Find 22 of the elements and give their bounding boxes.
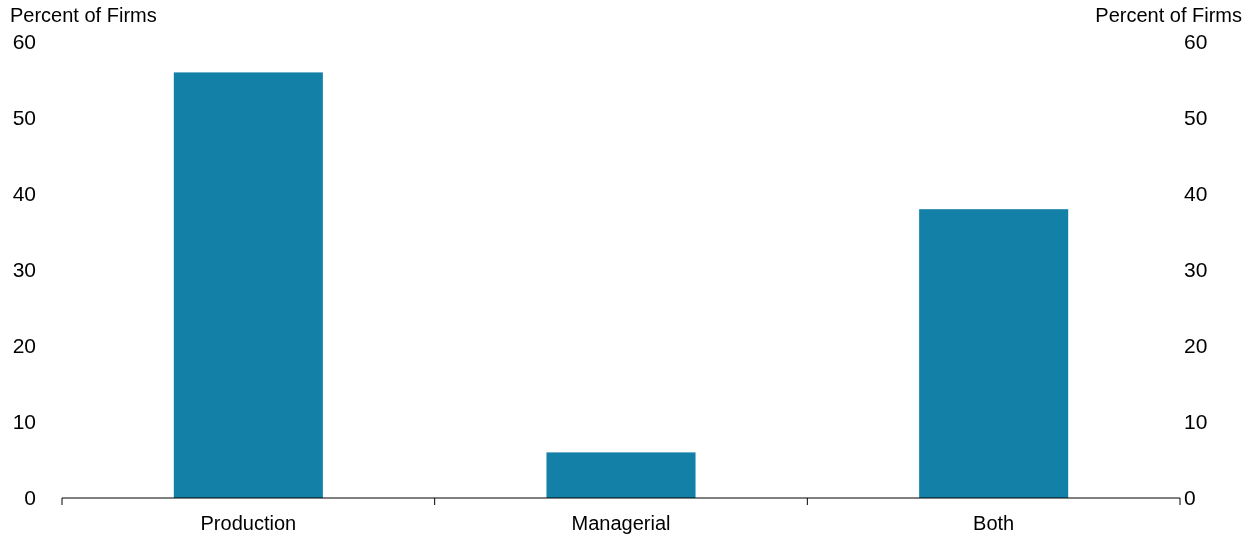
y2-tick-label: 50 — [1184, 106, 1208, 130]
y-axis-title: Percent of Firms — [10, 4, 157, 26]
y-tick-label: 40 — [12, 182, 36, 206]
y2-axis-title: Percent of Firms — [1095, 4, 1242, 26]
y-tick-label: 50 — [12, 106, 36, 130]
bar — [173, 72, 323, 498]
y-tick-label: 20 — [12, 334, 36, 358]
y2-tick-label: 60 — [1184, 30, 1208, 54]
x-tick-label: Managerial — [571, 512, 671, 534]
x-tick-label: Both — [973, 512, 1015, 534]
y-tick-label: 0 — [24, 486, 36, 510]
y-tick-label: 60 — [12, 30, 36, 54]
y-tick-label: 30 — [12, 258, 36, 282]
bar — [919, 209, 1069, 498]
bar — [546, 452, 696, 498]
y2-tick-label: 10 — [1184, 410, 1208, 434]
y2-tick-label: 30 — [1184, 258, 1208, 282]
y2-tick-label: 0 — [1184, 486, 1196, 510]
y2-tick-label: 20 — [1184, 334, 1208, 358]
y-tick-label: 10 — [12, 410, 36, 434]
x-tick-label: Production — [200, 512, 297, 534]
y2-tick-label: 40 — [1184, 182, 1208, 206]
